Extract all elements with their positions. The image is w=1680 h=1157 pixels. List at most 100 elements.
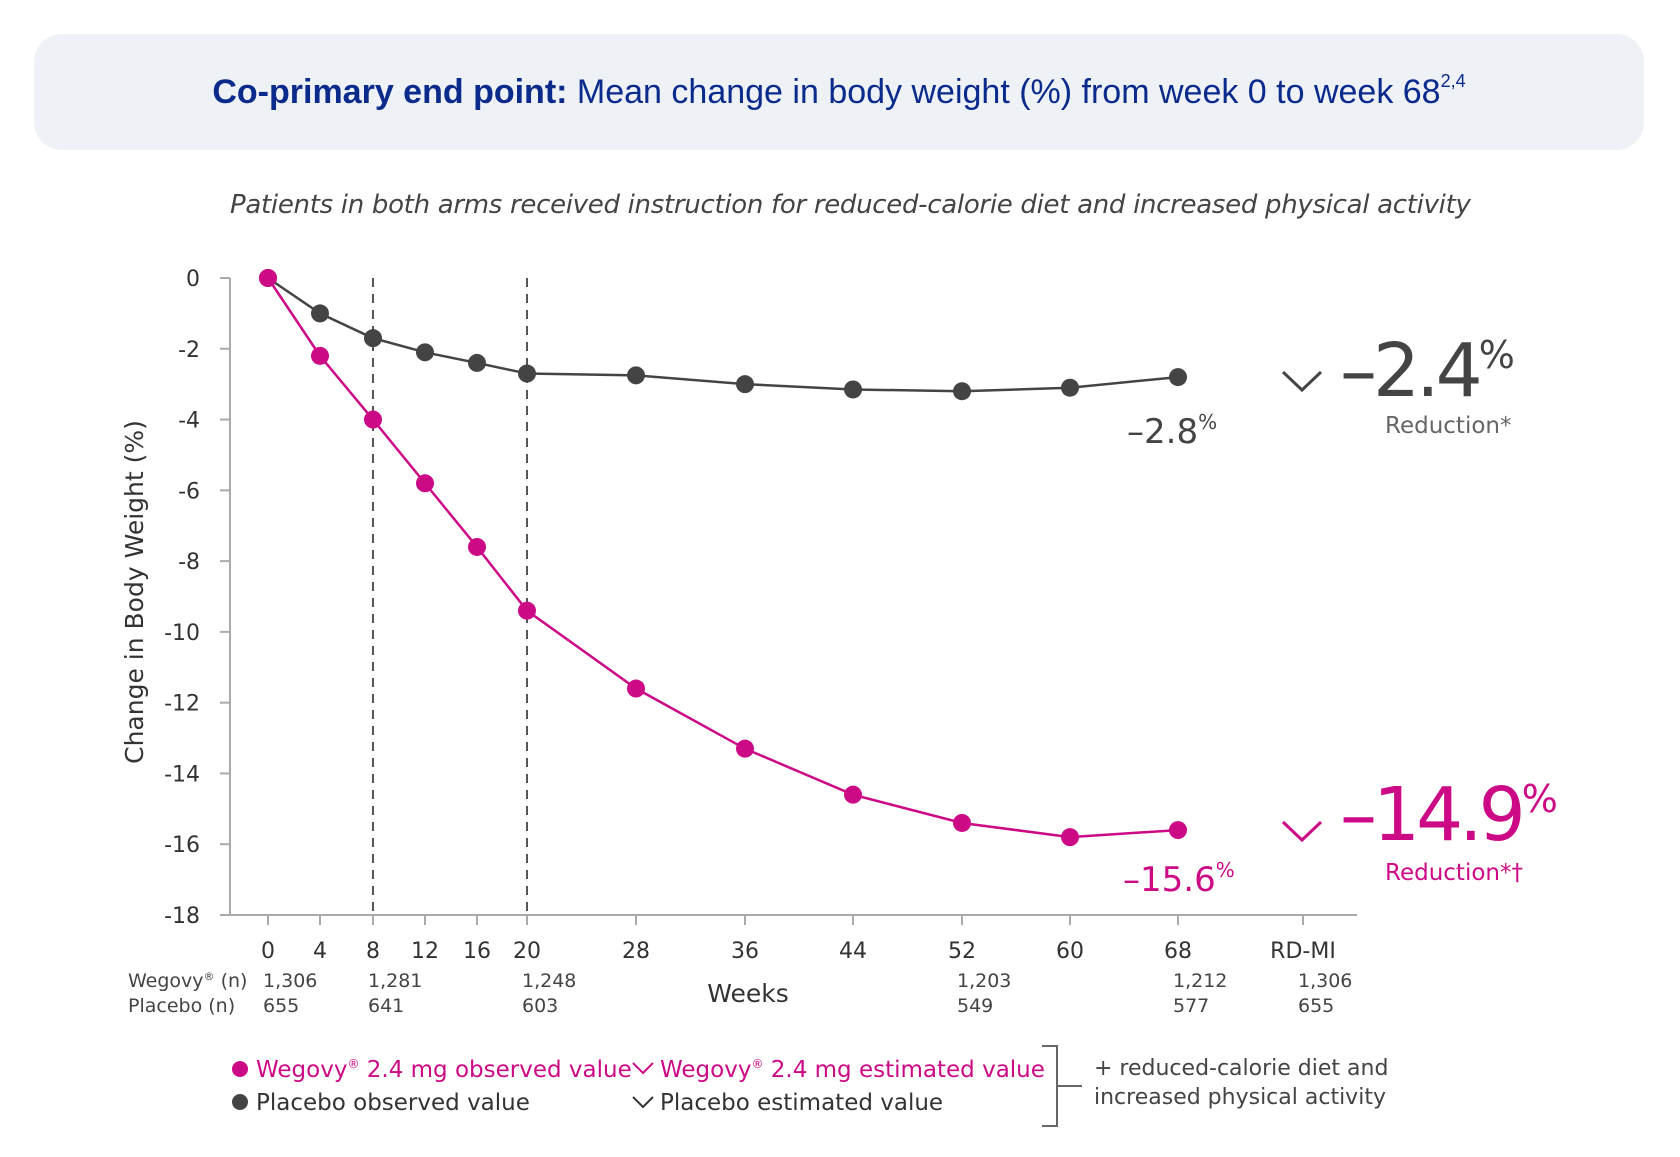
y-tick-label: -18 <box>164 904 200 929</box>
banner-title: Co-primary end point: Mean change in bod… <box>212 70 1466 112</box>
y-tick-label: -4 <box>178 409 200 434</box>
x-tick-label: 52 <box>948 939 976 964</box>
n-table-wegovy-suffix: (n) <box>215 970 248 992</box>
wegovy-data-point <box>1061 828 1079 847</box>
legend-wegovy-estimated-chevron-icon <box>632 1062 654 1075</box>
x-tick-label: 60 <box>1056 939 1084 964</box>
placebo-data-point <box>1169 368 1187 387</box>
n-table-placebo-value: 603 <box>522 995 558 1017</box>
x-tick-label: 8 <box>366 939 380 964</box>
wegovy-data-point <box>736 739 754 758</box>
x-tick-label: 12 <box>411 939 439 964</box>
wegovy-series-line <box>266 277 1179 839</box>
placebo-end-value: –2.8 <box>1127 412 1198 452</box>
legend-wegovy-observed-reg: ® <box>347 1057 359 1071</box>
n-table-placebo-value: 549 <box>957 995 993 1017</box>
n-table-wegovy-value: 1,281 <box>368 970 422 992</box>
n-table-placebo-value: 577 <box>1173 995 1209 1017</box>
n-table-wegovy-name: Wegovy <box>128 970 204 992</box>
x-tick-label: 36 <box>731 939 759 964</box>
x-tick-label: 0 <box>261 939 275 964</box>
wegovy-estimated-value: –14.9% <box>1340 772 1557 858</box>
placebo-estimated-number: –2.4 <box>1340 328 1479 414</box>
placebo-data-point <box>844 380 862 399</box>
wegovy-data-point <box>627 679 645 698</box>
wegovy-estimated-caption: Reduction*† <box>1385 860 1523 886</box>
legend-placebo-observed-marker <box>232 1094 248 1110</box>
placebo-data-point <box>364 329 382 348</box>
x-tick-label: RD-MI <box>1270 939 1336 964</box>
placebo-data-point <box>1061 378 1079 397</box>
legend-wegovy-estimated: Wegovy® 2.4 mg estimated value <box>660 1057 1045 1083</box>
n-table-wegovy-label: Wegovy® (n) <box>128 970 247 992</box>
placebo-data-point <box>416 343 434 362</box>
n-table-wegovy-value: 1,203 <box>957 970 1011 992</box>
legend-wegovy-observed: Wegovy® 2.4 mg observed value <box>256 1057 632 1083</box>
wegovy-data-point <box>416 474 434 493</box>
placebo-series-line <box>267 276 1179 393</box>
wegovy-estimated-unit: % <box>1522 777 1557 821</box>
placebo-data-point <box>518 364 536 383</box>
legend-wegovy-observed-rest: 2.4 mg observed value <box>359 1057 631 1083</box>
wegovy-data-point <box>259 269 277 287</box>
y-axis-label: Change in Body Weight (%) <box>120 420 149 764</box>
y-tick-label: -6 <box>178 479 200 504</box>
wegovy-end-label: –15.6% <box>1123 858 1235 900</box>
x-axis-label: Weeks <box>707 979 789 1008</box>
y-tick-label: -2 <box>178 338 200 363</box>
n-table-placebo-value: 655 <box>1298 995 1334 1017</box>
placebo-end-unit: % <box>1198 410 1217 434</box>
legend-note-line2: increased physical activity <box>1094 1085 1386 1110</box>
legend-wegovy-estimated-rest: 2.4 mg estimated value <box>763 1057 1044 1083</box>
n-table-placebo-value: 655 <box>263 995 299 1017</box>
placebo-estimated-unit: % <box>1479 333 1514 377</box>
y-tick-label: -14 <box>164 762 200 787</box>
n-table-wegovy-value: 1,248 <box>522 970 576 992</box>
n-table-wegovy-value: 1,306 <box>263 970 317 992</box>
wegovy-data-point <box>311 346 329 365</box>
wegovy-estimated-chevron-icon <box>1281 820 1323 843</box>
legend-placebo-estimated: Placebo estimated value <box>660 1090 943 1116</box>
legend-placebo-estimated-chevron-icon <box>632 1096 654 1109</box>
endpoint-banner: Co-primary end point: Mean change in bod… <box>34 34 1644 150</box>
n-table-placebo-value: 641 <box>368 995 404 1017</box>
placebo-estimated-caption: Reduction* <box>1385 413 1511 439</box>
placebo-end-label: –2.8% <box>1127 410 1217 452</box>
legend-wegovy-observed-name: Wegovy <box>256 1057 347 1083</box>
wegovy-end-unit: % <box>1216 858 1235 882</box>
y-tick-label: -10 <box>164 621 200 646</box>
y-tick-label: -12 <box>164 692 200 717</box>
wegovy-data-point <box>468 537 486 556</box>
x-tick-label: 20 <box>513 939 541 964</box>
x-tick-label: 16 <box>463 939 491 964</box>
y-tick-label: 0 <box>186 267 200 292</box>
n-table-wegovy-reg: ® <box>204 970 215 983</box>
legend-wegovy-estimated-reg: ® <box>751 1057 763 1071</box>
banner-rest: Mean change in body weight (%) from week… <box>567 72 1441 111</box>
placebo-data-point <box>468 353 486 372</box>
wegovy-data-point <box>364 410 382 429</box>
n-table-wegovy-value: 1,306 <box>1298 970 1352 992</box>
banner-bold: Co-primary end point: <box>212 72 568 111</box>
n-table-wegovy-value: 1,212 <box>1173 970 1227 992</box>
wegovy-data-point <box>1169 821 1187 840</box>
n-table-placebo-label: Placebo (n) <box>128 995 235 1017</box>
wegovy-data-point <box>953 813 971 832</box>
y-tick-label: -16 <box>164 833 200 858</box>
x-tick-label: 68 <box>1164 939 1192 964</box>
placebo-data-point <box>736 375 754 394</box>
placebo-data-point <box>953 382 971 401</box>
placebo-estimated-chevron-icon <box>1281 370 1323 393</box>
x-tick-label: 28 <box>622 939 650 964</box>
wegovy-data-point <box>518 601 536 620</box>
wegovy-end-value: –15.6 <box>1123 860 1216 900</box>
placebo-estimated-value: –2.4% <box>1340 328 1514 414</box>
wegovy-data-point <box>844 785 862 804</box>
wegovy-estimated-number: –14.9 <box>1340 772 1522 858</box>
x-tick-label: 4 <box>313 939 327 964</box>
legend-wegovy-observed-marker <box>232 1061 248 1077</box>
banner-reference: 2,4 <box>1440 70 1466 91</box>
y-tick-label: -8 <box>178 550 200 575</box>
placebo-data-point <box>627 366 645 385</box>
